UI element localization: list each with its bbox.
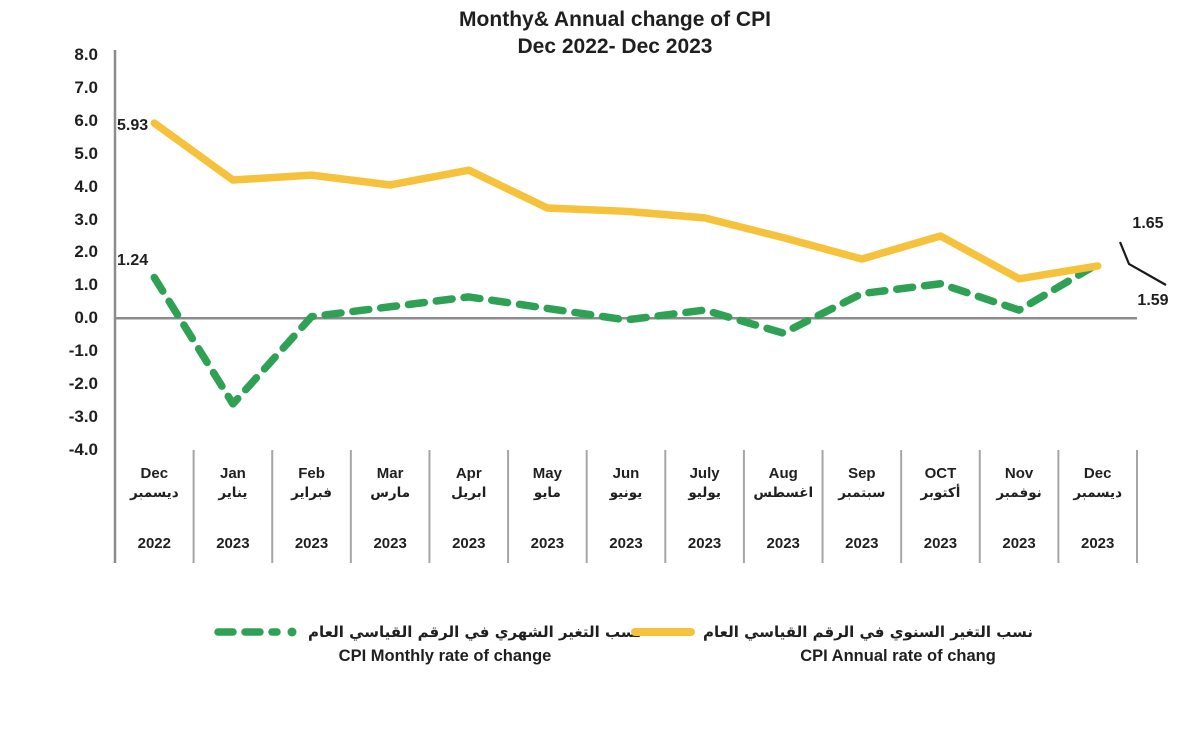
month-name-en: Jun (612, 465, 640, 482)
month-year: 2023 (373, 535, 407, 552)
month-name-ar: ابريل (451, 485, 487, 501)
annual-line-swatch-icon (631, 628, 695, 636)
annual-rate-line (150, 119, 1102, 283)
month-name-ar: يناير (218, 485, 248, 501)
month-name-en: Mar (376, 465, 404, 482)
month-name-ar: أكتوبر (920, 485, 961, 501)
y-tick-label: 8.0 (74, 44, 98, 64)
month-label-apr-2023: Apr ابريل 2023 (429, 450, 508, 563)
month-name-ar: سبتمبر (838, 485, 886, 501)
month-label-mar-2023: Mar مارس 2023 (351, 450, 430, 563)
chart-title-line1: Monthy& Annual change of CPI (459, 8, 771, 31)
legend-annual-label-en: CPI Annual rate of chang (800, 647, 996, 665)
month-label-nov-2023: Nov نوفمبر 2023 (980, 450, 1059, 563)
month-year: 2023 (1002, 535, 1036, 552)
chart-title-line2: Dec 2022- Dec 2023 (517, 35, 713, 58)
month-name-ar: اغسطس (753, 485, 814, 501)
month-name-ar: مايو (533, 485, 561, 501)
monthly-line-swatch-icon (214, 627, 297, 637)
y-tick-label: 7.0 (74, 77, 98, 97)
month-name-ar: ديسمبر (1073, 485, 1123, 501)
month-year: 2023 (845, 535, 879, 552)
legend-annual-label-ar: نسب التغير السنوي في الرقم القياسي العام (703, 623, 1034, 641)
y-tick-label: 1.0 (74, 275, 98, 295)
month-year: 2023 (530, 535, 565, 552)
monthly-rate-line (150, 260, 1102, 408)
y-tick-label: -2.0 (68, 374, 98, 394)
annotation-annual-start: 5.93 (117, 117, 149, 134)
y-tick-label: 2.0 (74, 242, 98, 262)
month-name-ar: يوليو (688, 485, 721, 501)
month-name-en: July (689, 465, 720, 482)
month-label-sep-2023: Sep سبتمبر 2023 (823, 450, 902, 563)
annotation-annual-end: 1.59 (1137, 292, 1169, 309)
month-label-may-2023: May مايو 2023 (508, 450, 587, 563)
y-tick-label: 4.0 (74, 176, 98, 196)
y-tick-label: 5.0 (74, 143, 98, 163)
month-name-en: Jan (219, 465, 246, 482)
leader-line (1118, 241, 1167, 286)
y-tick-label: 6.0 (74, 110, 98, 130)
month-label-jun-2023: Jun يونيو 2023 (587, 450, 666, 563)
month-year: 2023 (687, 535, 722, 552)
month-label-aug-2023: Aug اغسطس 2023 (744, 450, 823, 563)
annotation-monthly-start: 1.24 (117, 252, 149, 269)
month-year: 2023 (923, 535, 958, 552)
month-label-feb-2023: Feb فبراير 2023 (272, 450, 351, 563)
month-label-oct-2023: OCT أكتوبر 2023 (901, 450, 980, 563)
month-year: 2023 (1080, 535, 1115, 552)
y-tick-label: -3.0 (68, 407, 98, 427)
month-name-en: Dec (1083, 465, 1112, 482)
month-label-dec-2022: Dec ديسمبر 2022 (115, 450, 194, 563)
month-year: 2023 (766, 535, 800, 552)
month-label-dec-2023: Dec ديسمبر 2023 (1058, 450, 1137, 563)
legend-entry-monthly: نسب التغير الشهري في الرقم القياسي العام (213, 620, 642, 644)
month-name-en: Apr (455, 465, 482, 482)
month-name-en: Sep (848, 465, 876, 482)
month-name-ar: ديسمبر (129, 485, 179, 501)
y-tick-label: -4.0 (68, 439, 98, 459)
month-label-july-2023: July يوليو 2023 (665, 450, 744, 563)
legend-monthly-label-ar: نسب التغير الشهري في الرقم القياسي العام (308, 623, 642, 641)
month-year: 2023 (216, 535, 250, 552)
month-name-en: Dec (140, 465, 169, 482)
month-label-jan-2023: Jan يناير 2023 (194, 450, 273, 563)
annotation-monthly-end: 1.65 (1132, 215, 1164, 232)
legend-monthly-label-en: CPI Monthly rate of change (338, 647, 552, 665)
month-year: 2023 (452, 535, 486, 552)
month-name-ar: فبراير (291, 485, 332, 501)
y-tick-label: 0.0 (74, 308, 98, 328)
month-name-ar: يونيو (609, 485, 643, 501)
month-name-en: Nov (1004, 465, 1034, 482)
legend-entry-annual: نسب التغير السنوي في الرقم القياسي العام (630, 620, 1033, 644)
month-name-en: Aug (768, 465, 798, 482)
month-name-en: May (532, 465, 562, 482)
month-year: 2023 (609, 535, 643, 552)
chart-title: Monthy& Annual change of CPI Dec 2022- D… (30, 6, 1200, 60)
y-axis: 8.0 7.0 6.0 5.0 4.0 3.0 2.0 1.0 0.0 -1.0 -2.0 -3.0 -… (0, 0, 104, 600)
month-year: 2022 (137, 535, 171, 552)
month-name-ar: مارس (370, 485, 411, 501)
month-name-en: OCT (924, 465, 957, 482)
month-name-ar: نوفمبر (996, 485, 1042, 501)
month-name-en: Feb (298, 465, 325, 482)
month-year: 2023 (294, 535, 329, 552)
y-tick-label: -1.0 (68, 341, 98, 361)
y-tick-label: 3.0 (74, 209, 98, 229)
